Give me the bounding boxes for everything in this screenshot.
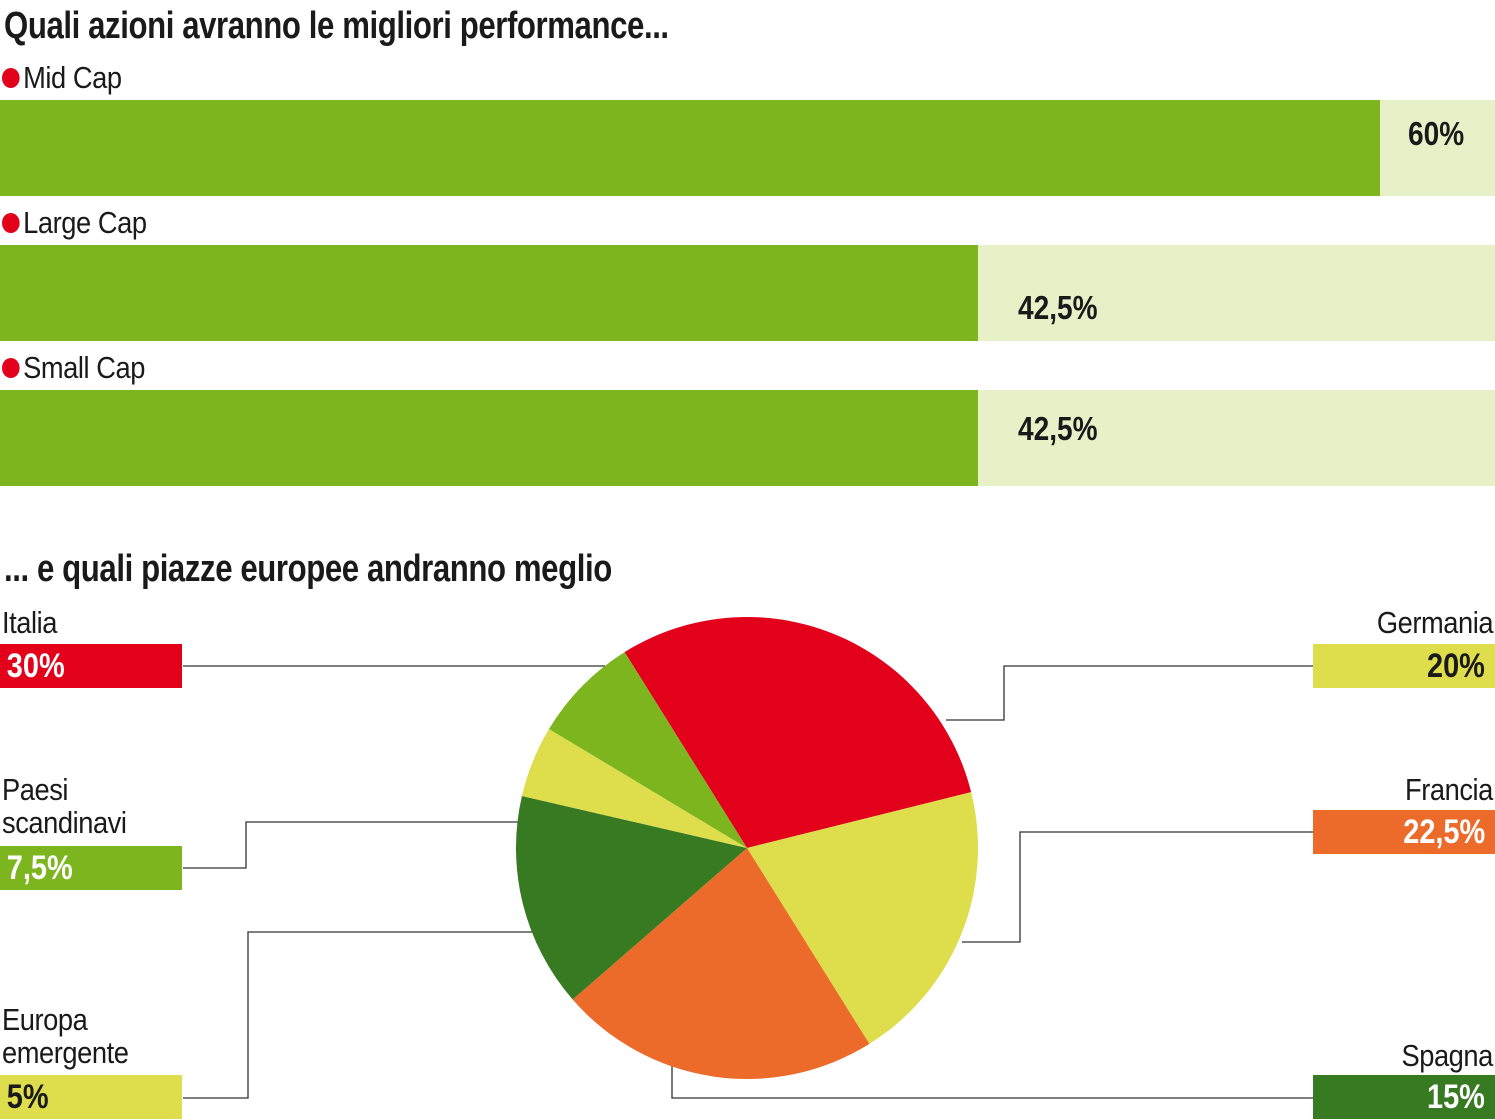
bar-label-mid-cap: Mid Cap [2,60,122,95]
pie-value-text: 30% [6,647,65,685]
leader-line-germania [946,665,1313,721]
bar-label-text: Small Cap [23,350,146,385]
bar-label-large-cap: Large Cap [2,205,147,240]
bullet-dot-icon [2,358,20,378]
leader-line-francia [962,831,1313,943]
bar-track-mid-cap [0,100,1495,196]
pie-value-text: 22,5% [1402,813,1485,851]
pie-label-italia: Italia [2,605,57,640]
pie-value-text: 7,5% [6,849,73,887]
bar-track-small-cap [0,390,1495,486]
bar-label-text: Large Cap [23,205,147,240]
bar-chart-title: Quali azioni avranno le migliori perform… [4,5,669,47]
pie-value-spagna: 15% [1313,1075,1495,1119]
pie-slice-francia [572,848,870,1079]
bar-large-cap [0,245,978,341]
pie-value-europa-emergente: 5% [0,1075,182,1119]
pie-slice-spagna [516,796,747,1000]
pie-value-germania: 20% [1313,644,1495,688]
bar-small-cap [0,390,978,486]
pie-value-text: 15% [1426,1078,1485,1116]
pie-value-text: 20% [1426,647,1485,685]
bar-label-text: Mid Cap [23,60,122,95]
bullet-dot-icon [2,68,20,88]
leader-line-paesi-scandinavi [183,821,520,869]
bar-value-mid-cap: 60% [1408,115,1465,152]
bullet-dot-icon [2,213,20,233]
pie-slice-paesi-scandinavi [548,652,747,848]
bar-value-small-cap: 42,5% [1018,410,1098,447]
bar-value-large-cap: 42,5% [1018,289,1098,326]
pie-label-francia: Francia [1405,772,1493,807]
bar-label-small-cap: Small Cap [2,350,146,385]
pie-label-europa-emergente: Europa emergente [2,1002,129,1070]
pie-label-paesi-scandinavi: Paesi scandinavi [2,772,127,840]
bar-track-large-cap [0,245,1495,341]
pie-slice-europa-emergente [521,729,747,848]
pie-label-spagna: Spagna [1401,1038,1494,1073]
leader-line-europa-emergente [183,931,532,1099]
pie-label-germania: Germania [1376,605,1494,640]
leader-line-spagna [671,1065,1313,1099]
pie-value-text: 5% [6,1078,49,1116]
pie-slices [516,617,978,1079]
pie-chart-title: ... e quali piazze europee andranno megl… [4,548,612,590]
bar-mid-cap [0,100,1380,196]
pie-slice-germania [747,792,978,1044]
pie-leader-lines [183,665,1313,1099]
pie-value-paesi-scandinavi: 7,5% [0,846,182,890]
pie-value-francia: 22,5% [1313,810,1495,854]
pie-slice-italia [624,617,972,848]
pie-value-italia: 30% [0,644,182,688]
